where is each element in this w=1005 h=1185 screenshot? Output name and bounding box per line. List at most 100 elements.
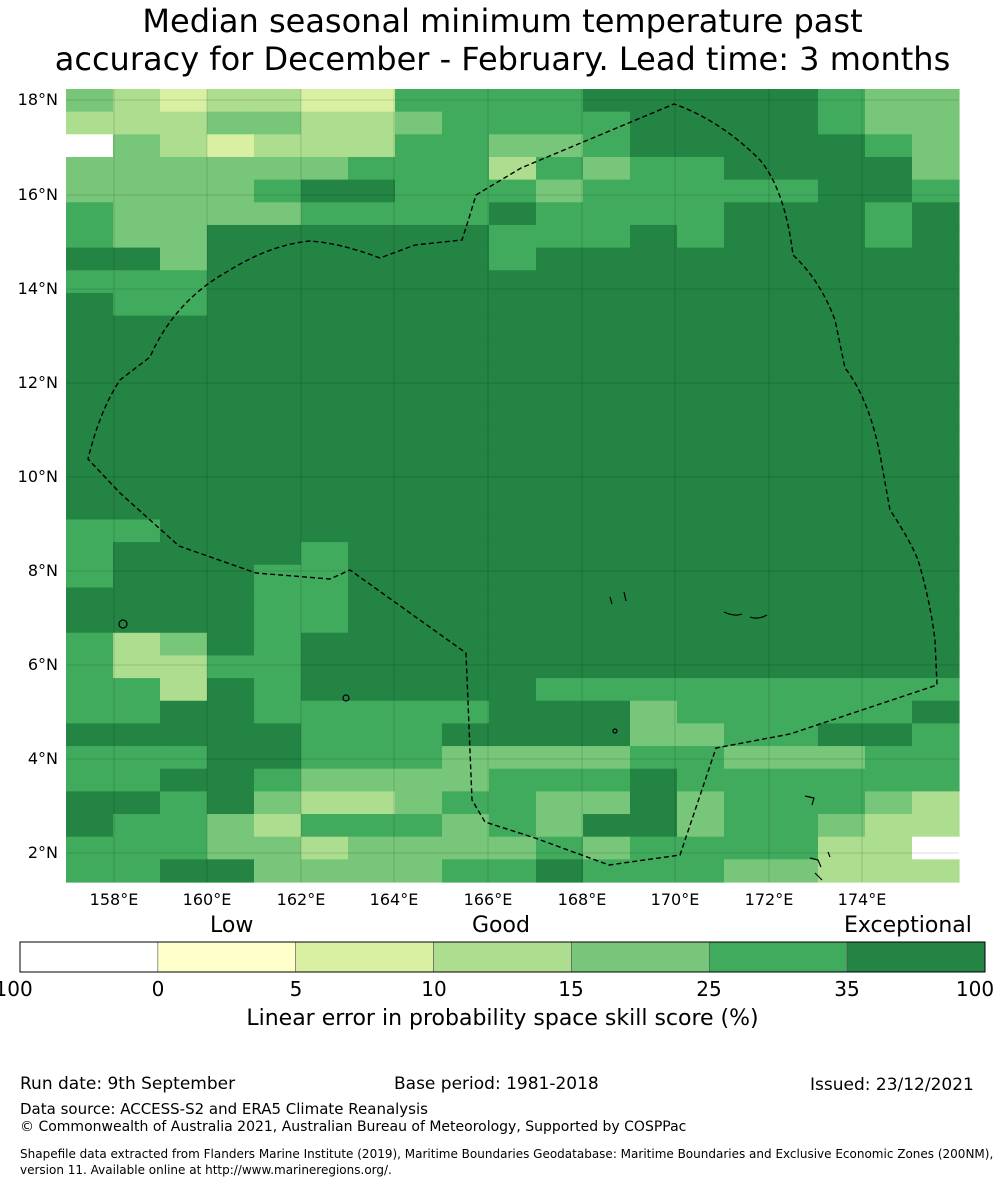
grid-cell bbox=[912, 89, 960, 113]
grid-cell bbox=[301, 746, 349, 770]
grid-cell bbox=[301, 111, 349, 135]
grid-cell bbox=[207, 111, 255, 135]
grid-cell bbox=[865, 134, 913, 158]
grid-cell bbox=[771, 632, 819, 657]
grid-cell bbox=[677, 678, 725, 702]
grid-cell bbox=[442, 111, 490, 135]
grid-cell bbox=[66, 451, 114, 475]
grid-cell bbox=[66, 292, 114, 317]
grid-cell bbox=[489, 224, 537, 249]
grid-cell bbox=[395, 134, 443, 158]
grid-cell bbox=[630, 451, 678, 475]
grid-cell bbox=[677, 768, 725, 792]
grid-cell bbox=[442, 247, 490, 271]
grid-cell bbox=[395, 836, 443, 860]
grid-cell bbox=[677, 723, 725, 747]
grid-cell bbox=[442, 360, 490, 385]
grid-cell bbox=[301, 519, 349, 543]
grid-cell bbox=[865, 496, 913, 521]
grid-cell bbox=[207, 406, 255, 430]
grid-cell bbox=[818, 519, 866, 543]
grid-cell bbox=[395, 451, 443, 475]
grid-cell bbox=[489, 723, 537, 747]
grid-cell bbox=[348, 632, 396, 657]
grid-cell bbox=[254, 814, 302, 838]
grid-cell bbox=[395, 270, 443, 294]
grid-cell bbox=[442, 814, 490, 838]
grid-cell bbox=[912, 224, 960, 249]
grid-cell bbox=[489, 451, 537, 475]
grid-cell bbox=[583, 814, 631, 838]
grid-cell bbox=[160, 859, 208, 883]
grid-cell bbox=[536, 451, 584, 475]
grid-cell bbox=[818, 700, 866, 724]
grid-cell bbox=[207, 224, 255, 249]
grid-cell bbox=[865, 700, 913, 724]
grid-cell bbox=[583, 156, 631, 181]
grid-cell bbox=[912, 360, 960, 385]
grid-cell bbox=[912, 610, 960, 634]
grid-cell bbox=[865, 768, 913, 792]
lat-tick-16n: 16°N bbox=[17, 185, 58, 204]
grid-cell bbox=[66, 836, 114, 860]
grid-cell bbox=[865, 814, 913, 838]
grid-cell bbox=[348, 542, 396, 566]
grid-cell bbox=[677, 315, 725, 339]
grid-cell bbox=[677, 836, 725, 860]
grid-cell bbox=[865, 632, 913, 657]
colorbar-segment bbox=[19, 941, 159, 973]
grid-cell bbox=[912, 451, 960, 475]
grid-cell bbox=[818, 836, 866, 860]
grid-cell bbox=[724, 338, 772, 362]
grid-cell bbox=[160, 587, 208, 611]
grid-cell bbox=[818, 655, 866, 679]
grid-cell bbox=[536, 406, 584, 430]
grid-cell bbox=[818, 791, 866, 815]
grid-cell bbox=[301, 338, 349, 362]
grid-cell bbox=[301, 292, 349, 317]
grid-cell bbox=[489, 814, 537, 838]
grid-cell bbox=[724, 247, 772, 271]
grid-cell bbox=[254, 746, 302, 770]
grid-cell bbox=[442, 474, 490, 498]
grid-cell bbox=[160, 451, 208, 475]
grid-cell bbox=[630, 315, 678, 339]
grid-cell bbox=[489, 134, 537, 158]
grid-cell bbox=[489, 179, 537, 203]
grid-cell bbox=[113, 360, 161, 385]
grid-cell bbox=[395, 474, 443, 498]
grid-cell bbox=[254, 474, 302, 498]
grid-cell bbox=[395, 542, 443, 566]
lon-tick-162e: 162°E bbox=[276, 890, 326, 909]
grid-cell bbox=[771, 338, 819, 362]
grid-cell bbox=[254, 202, 302, 226]
grid-cell bbox=[348, 89, 396, 113]
grid-cell bbox=[536, 700, 584, 724]
grid-cell bbox=[395, 406, 443, 430]
title-line-1: Median seasonal minimum temperature past bbox=[142, 2, 863, 40]
lat-tick-4n: 4°N bbox=[27, 749, 58, 768]
grid-cell bbox=[395, 496, 443, 521]
grid-cell bbox=[442, 224, 490, 249]
grid-cell bbox=[677, 134, 725, 158]
grid-cell bbox=[160, 406, 208, 430]
grid-cell bbox=[771, 587, 819, 611]
grid-cell bbox=[818, 134, 866, 158]
grid-cell bbox=[677, 587, 725, 611]
grid-cell bbox=[113, 859, 161, 883]
grid-cell bbox=[583, 519, 631, 543]
grid-cell bbox=[865, 338, 913, 362]
lon-tick-172e: 172°E bbox=[744, 890, 794, 909]
grid-cell bbox=[207, 746, 255, 770]
grid-cell bbox=[348, 292, 396, 317]
grid-cell bbox=[301, 224, 349, 249]
islands bbox=[118, 591, 831, 881]
grid-cell bbox=[771, 383, 819, 407]
grid-cell bbox=[771, 224, 819, 249]
grid-cell bbox=[160, 224, 208, 249]
grid-cell bbox=[818, 587, 866, 611]
grid-cell bbox=[207, 292, 255, 317]
grid-cell bbox=[536, 202, 584, 226]
grid-cell bbox=[348, 859, 396, 883]
grid-cell bbox=[113, 111, 161, 135]
